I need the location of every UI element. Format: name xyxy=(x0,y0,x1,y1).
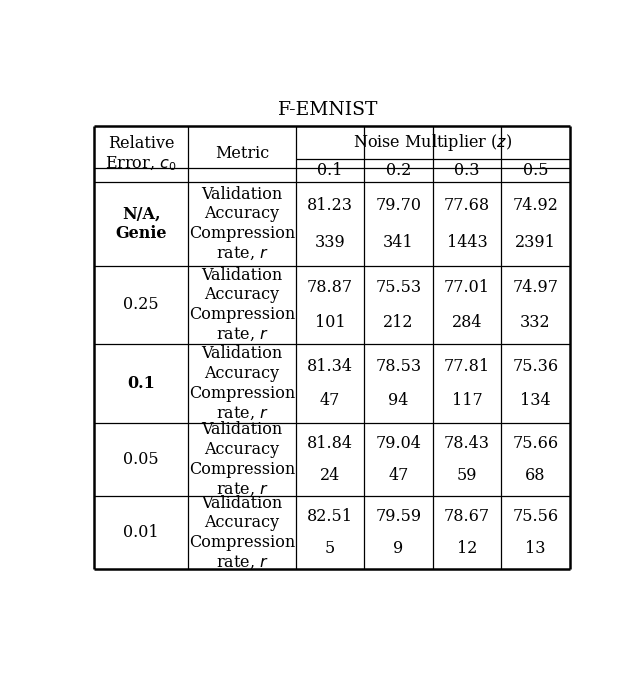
Text: 1443: 1443 xyxy=(447,233,487,250)
Text: 79.04: 79.04 xyxy=(376,435,421,452)
Text: 81.34: 81.34 xyxy=(307,357,353,375)
Text: 78.53: 78.53 xyxy=(376,357,422,375)
Text: 94: 94 xyxy=(388,393,408,409)
Text: 24: 24 xyxy=(320,467,340,484)
Text: 78.87: 78.87 xyxy=(307,279,353,296)
Text: 47: 47 xyxy=(320,393,340,409)
Text: 0.2: 0.2 xyxy=(386,162,411,179)
Text: 341: 341 xyxy=(383,233,413,250)
Text: 82.51: 82.51 xyxy=(307,508,353,525)
Text: N/A,
Genie: N/A, Genie xyxy=(115,206,167,242)
Text: 77.01: 77.01 xyxy=(444,279,490,296)
Text: 9: 9 xyxy=(394,540,404,558)
Text: Relative
Error, $c_0$: Relative Error, $c_0$ xyxy=(105,135,177,173)
Text: 75.53: 75.53 xyxy=(376,279,422,296)
Text: 74.97: 74.97 xyxy=(513,279,558,296)
Text: 5: 5 xyxy=(325,540,335,558)
Text: 78.67: 78.67 xyxy=(444,508,490,525)
Text: 0.25: 0.25 xyxy=(123,297,159,313)
Text: Metric: Metric xyxy=(215,146,269,162)
Text: 0.5: 0.5 xyxy=(523,162,548,179)
Text: 75.66: 75.66 xyxy=(512,435,558,452)
Text: 332: 332 xyxy=(520,314,550,331)
Text: 75.56: 75.56 xyxy=(512,508,558,525)
Text: Noise Multiplier ($z$): Noise Multiplier ($z$) xyxy=(353,132,512,153)
Text: 74.92: 74.92 xyxy=(513,197,558,214)
Text: Validation
Accuracy
Compression
rate, $r$: Validation Accuracy Compression rate, $r… xyxy=(189,186,295,262)
Text: 68: 68 xyxy=(525,467,545,484)
Text: Validation
Accuracy
Compression
rate, $r$: Validation Accuracy Compression rate, $r… xyxy=(189,495,295,571)
Text: 117: 117 xyxy=(451,393,483,409)
Text: 47: 47 xyxy=(388,467,408,484)
Text: Validation
Accuracy
Compression
rate, $r$: Validation Accuracy Compression rate, $r… xyxy=(189,346,295,422)
Text: 0.05: 0.05 xyxy=(123,451,159,468)
Text: 13: 13 xyxy=(525,540,545,558)
Text: 0.1: 0.1 xyxy=(127,375,155,392)
Text: Validation
Accuracy
Compression
rate, $r$: Validation Accuracy Compression rate, $r… xyxy=(189,267,295,343)
Text: 101: 101 xyxy=(315,314,346,331)
Text: F-EMNIST: F-EMNIST xyxy=(278,101,378,119)
Text: 79.59: 79.59 xyxy=(376,508,422,525)
Text: Validation
Accuracy
Compression
rate, $r$: Validation Accuracy Compression rate, $r… xyxy=(189,422,295,497)
Text: 0.1: 0.1 xyxy=(317,162,343,179)
Text: 134: 134 xyxy=(520,393,550,409)
Text: 284: 284 xyxy=(452,314,482,331)
Text: 339: 339 xyxy=(315,233,346,250)
Text: 2391: 2391 xyxy=(515,233,556,250)
Text: 81.84: 81.84 xyxy=(307,435,353,452)
Text: 0.3: 0.3 xyxy=(454,162,479,179)
Text: 78.43: 78.43 xyxy=(444,435,490,452)
Text: 12: 12 xyxy=(457,540,477,558)
Text: 75.36: 75.36 xyxy=(512,357,558,375)
Text: 81.23: 81.23 xyxy=(307,197,353,214)
Text: 212: 212 xyxy=(383,314,413,331)
Text: 77.81: 77.81 xyxy=(444,357,490,375)
Text: 77.68: 77.68 xyxy=(444,197,490,214)
Text: 79.70: 79.70 xyxy=(376,197,421,214)
Text: 59: 59 xyxy=(456,467,477,484)
Text: 0.01: 0.01 xyxy=(123,524,159,542)
